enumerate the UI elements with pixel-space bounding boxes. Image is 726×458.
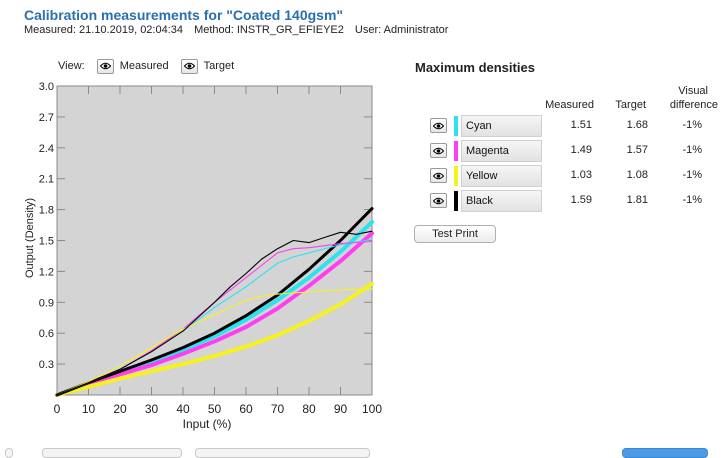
target-value: 1.57 (626, 144, 648, 156)
measured-value: 1.03 (570, 169, 592, 181)
density-row-cyan: Cyan 1.51 1.68 -1% (430, 115, 726, 137)
col-visual-header: Visual (678, 85, 708, 97)
ink-name[interactable]: Black (461, 190, 542, 212)
y-tick-label: 0.9 (39, 297, 54, 309)
visual-difference-value: -1% (682, 194, 702, 206)
color-swatch (454, 141, 458, 161)
x-tick-label: 90 (334, 402, 348, 416)
x-tick-label: 20 (113, 402, 127, 416)
x-tick-label: 50 (208, 402, 222, 416)
measured-curve-7 (56, 230, 373, 396)
calibration-chart-svg: 0 10 20 30 40 50 60 70 80 90 100 0.3 0.6 0.9 1.2 1.5 1.8… (24, 81, 382, 431)
y-tick-label: 2.1 (39, 174, 54, 186)
visual-difference-value: -1% (682, 144, 702, 156)
target-curve-3 (55, 207, 374, 397)
y-axis-label: Output (Density) (24, 198, 36, 278)
col-target-header: Target (615, 99, 646, 111)
view-measured-toggle[interactable]: Measured (96, 58, 169, 74)
y-tick-label: 0.3 (39, 359, 54, 371)
color-swatch (454, 191, 458, 211)
density-row-yellow: Yellow 1.03 1.08 -1% (430, 165, 726, 187)
view-target-label: Target (203, 60, 235, 72)
max-densities-title: Maximum densities (415, 60, 535, 75)
visual-difference-value: -1% (682, 169, 702, 181)
x-axis-label: Input (%) (183, 417, 232, 431)
x-tick-label: 70 (271, 402, 285, 416)
visual-difference-value: -1% (682, 119, 702, 131)
method-info: Method: INSTR_GR_EFIEYE2 (194, 24, 344, 36)
y-tick-label: 0.6 (39, 328, 54, 340)
y-tick-label: 1.5 (39, 236, 54, 248)
view-label: View: (58, 60, 85, 72)
bottom-button[interactable] (195, 448, 370, 458)
y-tick-label: 3.0 (39, 81, 54, 93)
ink-name[interactable]: Yellow (461, 165, 542, 187)
view-measured-label: Measured (119, 60, 169, 72)
test-print-button[interactable]: Test Print (414, 225, 496, 243)
primary-button[interactable] (622, 448, 708, 458)
ink-name[interactable]: Magenta (461, 140, 542, 162)
color-swatch (454, 166, 458, 186)
x-tick-label: 40 (176, 402, 190, 416)
x-tick-label: 100 (362, 402, 382, 416)
user-info: User: Administrator (354, 24, 449, 36)
target-curve-1 (55, 231, 374, 397)
target-curve-2 (55, 281, 374, 397)
color-swatch (454, 116, 458, 136)
view-toggle-bar: View: Measured Target (58, 57, 246, 75)
col-difference-header: difference (669, 99, 718, 111)
density-row-black: Black 1.59 1.81 -1% (430, 190, 726, 212)
measured-date: Measured: 21.10.2019, 02:04:34 (24, 24, 184, 36)
ink-name[interactable]: Cyan (461, 115, 542, 137)
measured-curve-6 (56, 288, 373, 396)
eye-icon[interactable] (96, 58, 114, 74)
view-target-toggle[interactable]: Target (180, 58, 235, 74)
eye-icon[interactable] (180, 58, 198, 74)
x-tick-label: 10 (82, 402, 96, 416)
y-tick-label: 2.4 (39, 143, 54, 155)
eye-icon[interactable] (430, 168, 447, 183)
plot-area (56, 85, 373, 396)
measured-value: 1.49 (570, 144, 592, 156)
target-value: 1.08 (626, 169, 648, 181)
eye-icon[interactable] (430, 143, 447, 158)
bottom-control[interactable] (5, 448, 13, 458)
y-tick-label: 1.2 (39, 266, 54, 278)
x-tick-label: 0 (54, 402, 61, 416)
measured-value: 1.51 (570, 119, 592, 131)
calibration-chart: 0 10 20 30 40 50 60 70 80 90 100 0.3 0.6 0.9 1.2 1.5 1.8… (0, 76, 400, 436)
measurement-info: Measured: 21.10.2019, 02:04:34 Method: I… (24, 24, 456, 36)
bottom-button[interactable] (42, 448, 182, 458)
density-row-magenta: Magenta 1.49 1.57 -1% (430, 140, 726, 162)
eye-icon[interactable] (430, 193, 447, 208)
eye-icon[interactable] (430, 118, 447, 133)
y-tick-label: 1.8 (39, 205, 54, 217)
y-tick-label: 2.7 (39, 112, 54, 124)
target-value: 1.81 (626, 194, 648, 206)
page-title: Calibration measurements for "Coated 140… (24, 7, 344, 23)
x-tick-label: 80 (302, 402, 316, 416)
target-value: 1.68 (626, 119, 648, 131)
col-measured-header: Measured (545, 99, 594, 111)
x-tick-label: 60 (239, 402, 253, 416)
x-tick-label: 30 (145, 402, 159, 416)
measured-value: 1.59 (570, 194, 592, 206)
